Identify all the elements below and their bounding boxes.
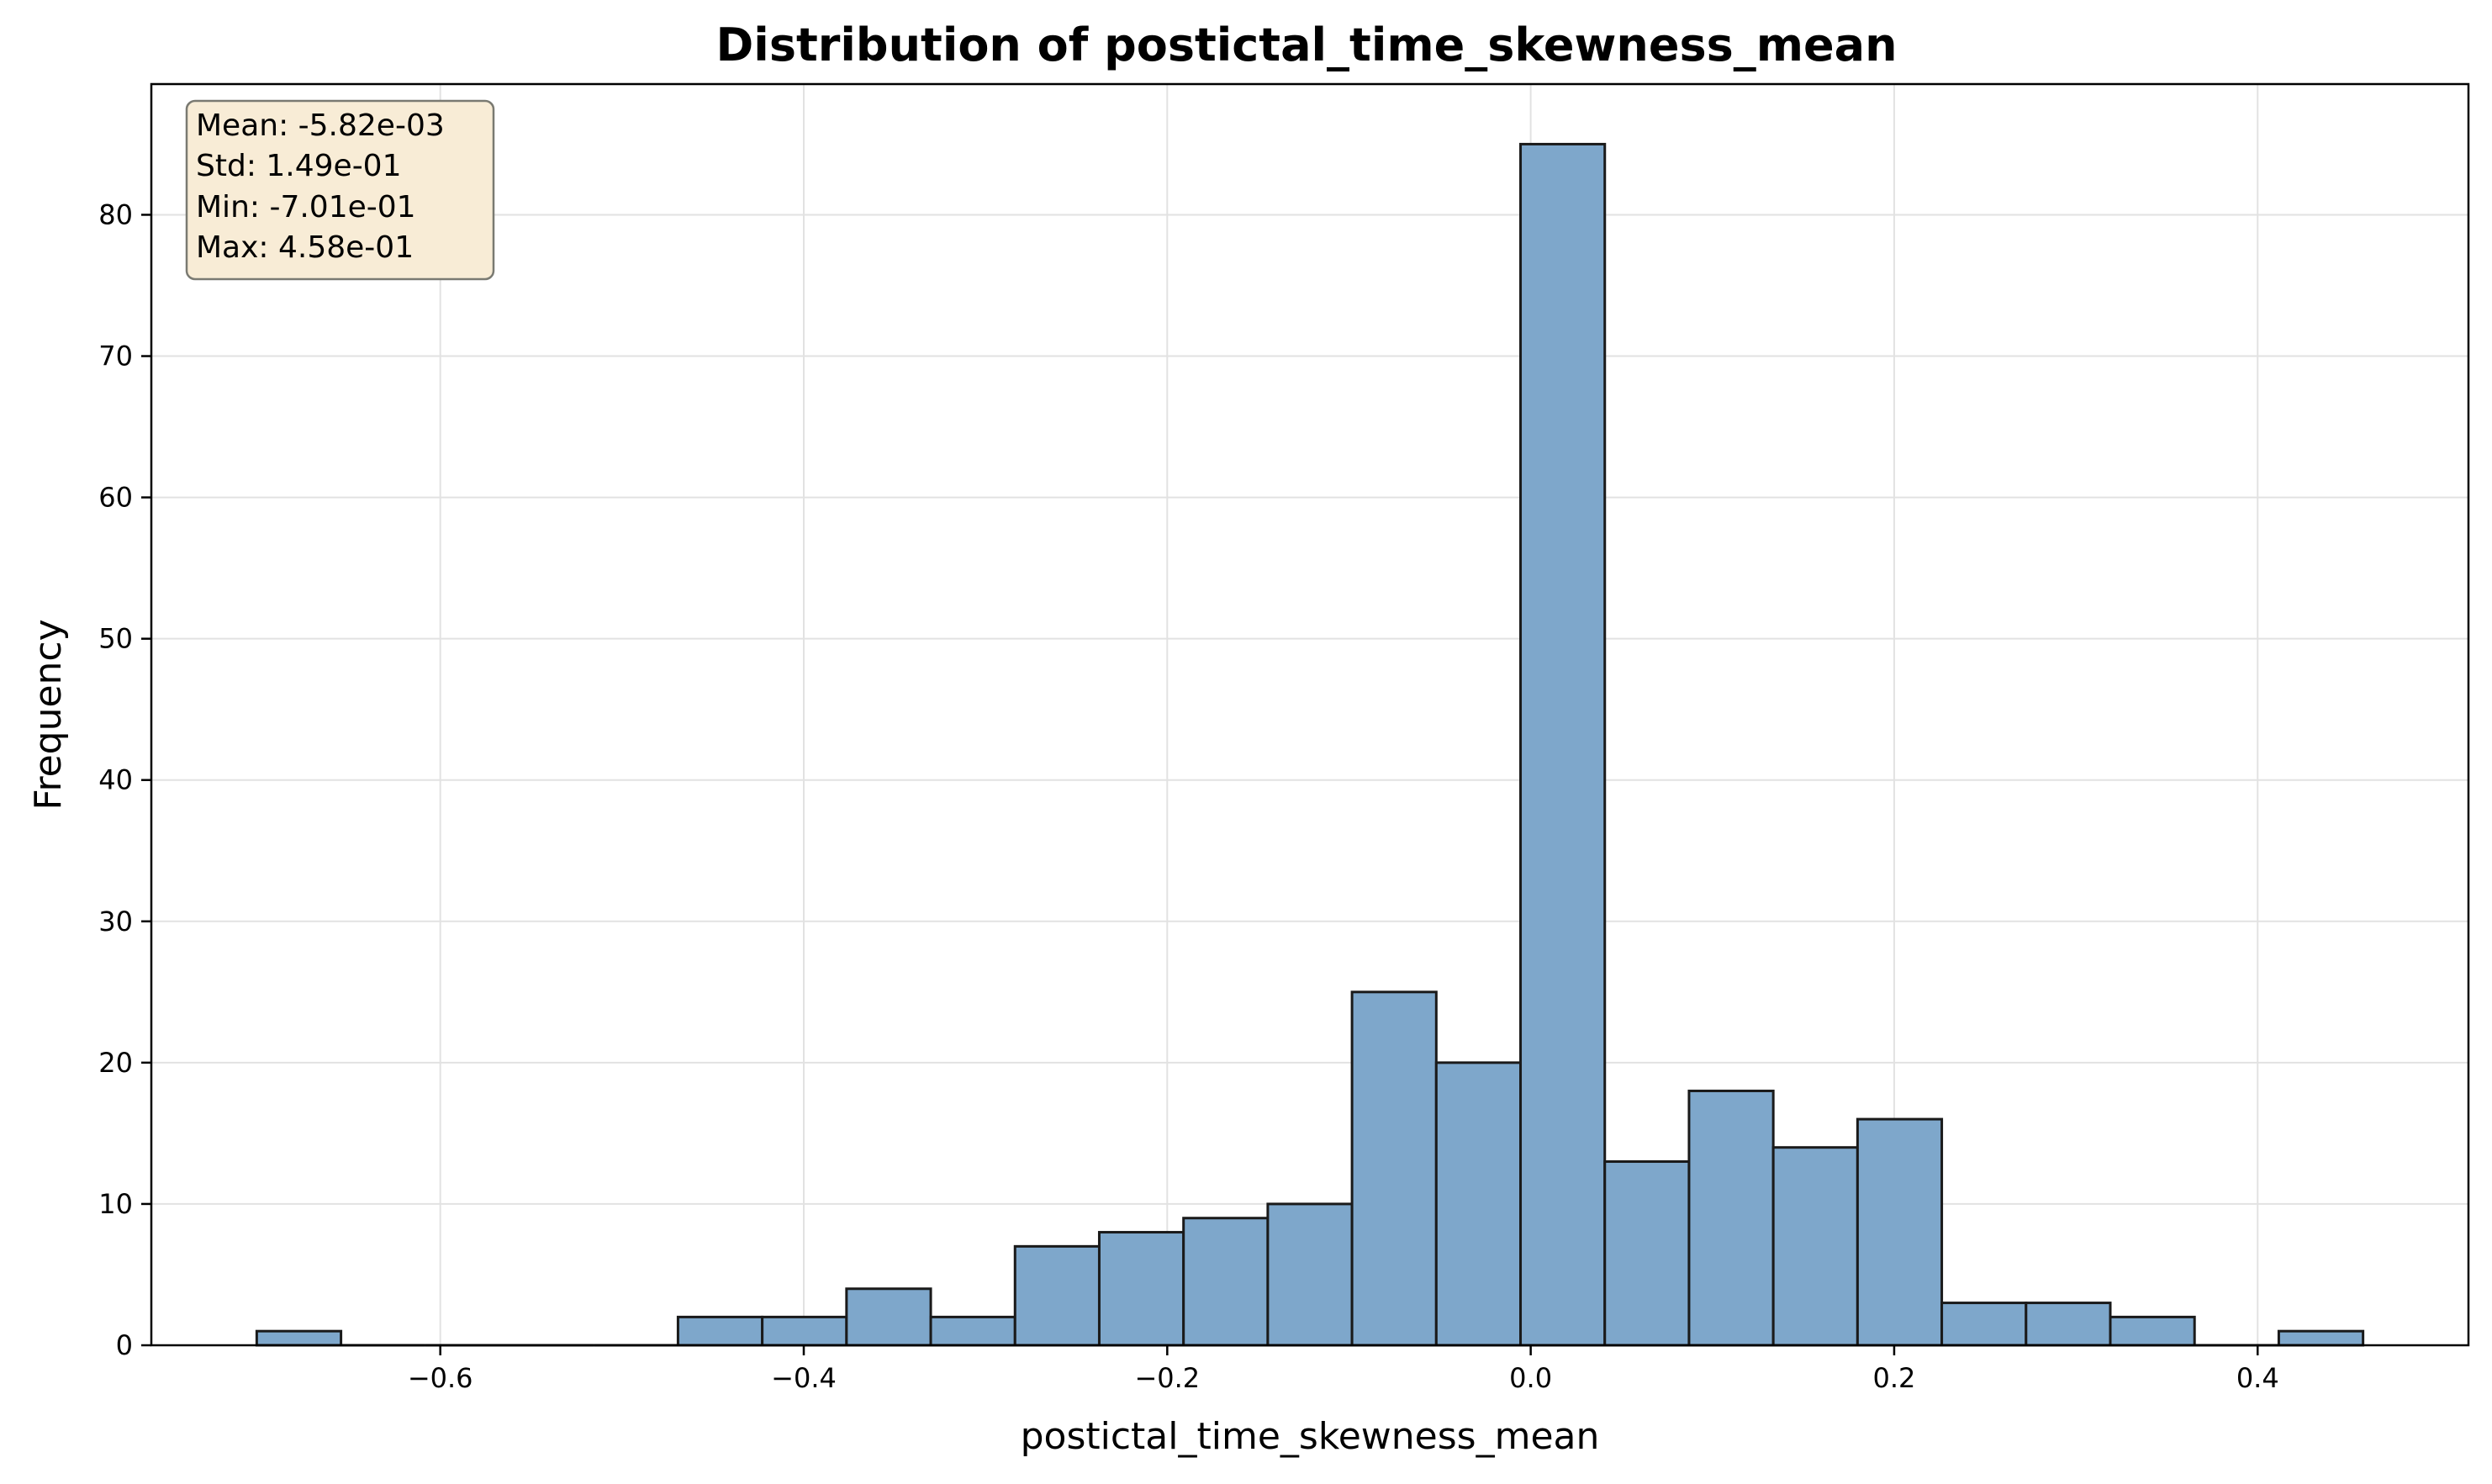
- x-axis-label: postictal_time_skewness_mean: [1021, 1415, 1600, 1458]
- plot-area-frame: [150, 82, 2470, 1347]
- y-axis-label: Frequency: [27, 619, 70, 810]
- histogram-bar-17: [1687, 1089, 1775, 1347]
- histogram-bar-18: [1771, 1146, 1859, 1347]
- histogram-bar-7: [845, 1287, 932, 1347]
- y-tick-label-8: 80: [98, 198, 133, 230]
- stats-min: Min: -7.01e-01: [196, 190, 416, 224]
- x-tick-label-1: −0.4: [771, 1362, 837, 1394]
- histogram-bar-0: [255, 1329, 343, 1347]
- histogram-bar-5: [676, 1315, 764, 1347]
- x-tick-label-0: −0.6: [408, 1362, 473, 1394]
- histogram-bar-19: [1856, 1117, 1944, 1347]
- y-tick-label-0: 0: [116, 1329, 133, 1361]
- y-axis-ticks: 0 10 20 30 40 50 60 70 80: [98, 198, 151, 1361]
- x-axis-ticks: −0.6 −0.4 −0.2 0.0 0.2 0.4: [408, 1345, 2279, 1394]
- histogram-bar-8: [929, 1315, 1016, 1347]
- stats-max: Max: 4.58e-01: [196, 230, 414, 265]
- x-tick-label-5: 0.4: [2236, 1362, 2279, 1394]
- histogram-bar-24: [2277, 1329, 2365, 1347]
- stats-mean: Mean: -5.82e-03: [196, 108, 445, 143]
- y-tick-label-6: 60: [98, 482, 133, 514]
- stats-box: Mean: -5.82e-03 Std: 1.49e-01 Min: -7.01…: [185, 99, 495, 281]
- x-tick-label-2: −0.2: [1134, 1362, 1200, 1394]
- y-tick-label-2: 20: [98, 1047, 133, 1079]
- y-tick-label-1: 10: [98, 1188, 133, 1220]
- histogram-bar-9: [1013, 1244, 1101, 1347]
- y-tick-label-4: 40: [98, 764, 133, 796]
- y-tick-label-3: 30: [98, 906, 133, 937]
- y-tick-label-7: 70: [98, 341, 133, 372]
- histogram-bar-22: [2109, 1315, 2196, 1347]
- stats-box-background: [185, 99, 495, 281]
- histogram-bar-15: [1519, 142, 1607, 1347]
- histogram-bar-14: [1434, 1061, 1523, 1347]
- x-tick-label-4: 0.2: [1872, 1362, 1915, 1394]
- histogram-bar-21: [2025, 1302, 2112, 1347]
- y-tick-label-5: 50: [98, 623, 133, 655]
- histogram-bar-11: [1182, 1217, 1270, 1347]
- grid-lines: [151, 84, 2468, 1346]
- histogram-bar-12: [1266, 1202, 1354, 1347]
- histogram-bar-6: [761, 1315, 848, 1347]
- histogram-bar-13: [1350, 990, 1438, 1347]
- x-tick-label-3: 0.0: [1509, 1362, 1552, 1394]
- histogram-bar-10: [1097, 1231, 1185, 1347]
- histogram-bar-20: [1940, 1302, 2028, 1347]
- chart-title: Distribution of postictal_time_skewness_…: [715, 18, 1897, 71]
- stats-std: Std: 1.49e-01: [196, 149, 402, 183]
- histogram-bar-16: [1603, 1160, 1691, 1347]
